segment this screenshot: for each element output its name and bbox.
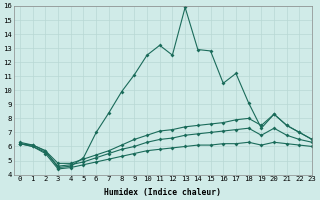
X-axis label: Humidex (Indice chaleur): Humidex (Indice chaleur): [104, 188, 221, 197]
